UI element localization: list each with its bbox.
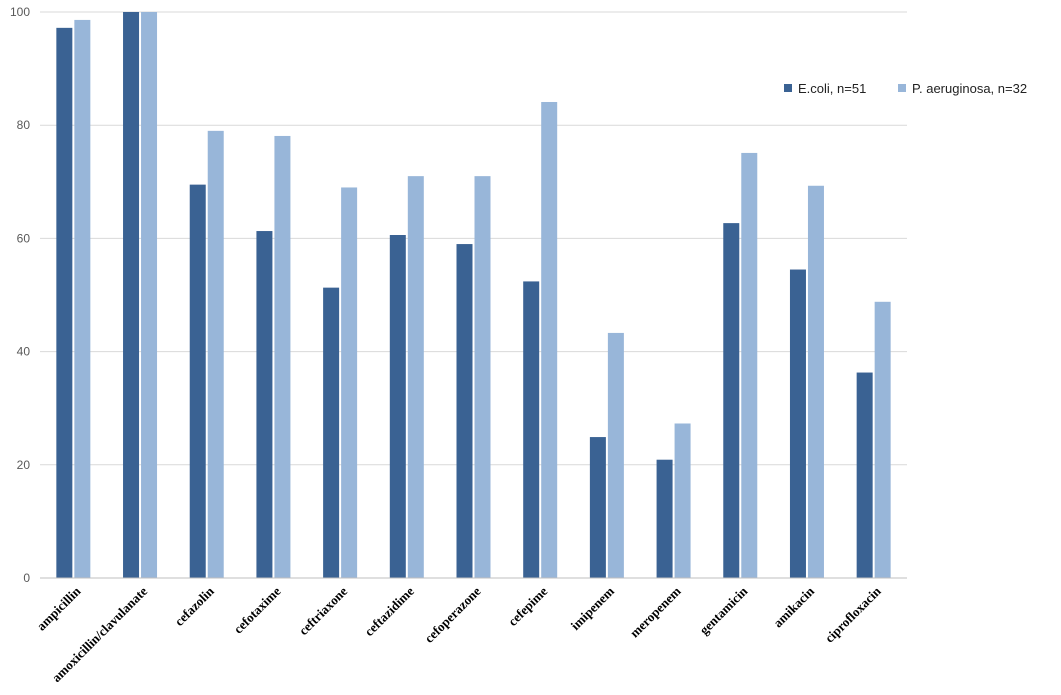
y-tick-label: 0 bbox=[23, 571, 30, 585]
y-axis-tick-labels: 0 20 40 60 80 100 bbox=[10, 5, 30, 585]
gridlines bbox=[40, 11, 907, 466]
bar-imipenem-series-1 bbox=[607, 332, 624, 578]
x-tick-label: cefotaxime bbox=[231, 583, 284, 636]
legend-label-0: E.coli, n=51 bbox=[798, 81, 866, 96]
bar-cefazolin-series-0 bbox=[189, 184, 206, 578]
bar-ciprofloxacin-series-1 bbox=[874, 301, 891, 578]
bar-cefazolin-series-1 bbox=[207, 130, 224, 579]
bar-cefotaxime-series-0 bbox=[256, 231, 273, 579]
bar-cefepime-series-0 bbox=[523, 281, 540, 578]
x-tick-label: cefazolin bbox=[172, 583, 218, 629]
x-tick-label: ceftriaxone bbox=[296, 583, 351, 638]
bar-cefoperazone-series-1 bbox=[474, 176, 491, 578]
legend-label-1: P. aeruginosa, n=32 bbox=[912, 81, 1027, 96]
bar-cefotaxime-series-1 bbox=[274, 135, 291, 579]
bar-imipenem-series-0 bbox=[589, 437, 606, 578]
bar-gentamicin-series-0 bbox=[723, 223, 740, 579]
bar-gentamicin-series-1 bbox=[741, 152, 758, 578]
bar-ceftriaxone-series-0 bbox=[323, 287, 340, 578]
x-tick-label: cefepime bbox=[505, 583, 550, 628]
legend-swatch-0 bbox=[784, 84, 792, 92]
bar-ampicillin-series-0 bbox=[56, 27, 73, 578]
y-tick-label: 80 bbox=[17, 118, 31, 132]
bar-ciprofloxacin-series-0 bbox=[856, 372, 873, 578]
bar-amoxicillin-clavulanate-series-1 bbox=[141, 12, 158, 578]
bar-amoxicillin-clavulanate-series-0 bbox=[123, 12, 140, 578]
x-tick-label: meropenem bbox=[627, 583, 684, 640]
x-tick-label: imipenem bbox=[568, 583, 618, 633]
bar-cefoperazone-series-0 bbox=[456, 244, 473, 578]
x-tick-label: gentamicin bbox=[696, 583, 751, 638]
x-tick-label: amikacin bbox=[770, 583, 817, 630]
x-tick-label: ciprofloxacin bbox=[822, 583, 885, 646]
bar-cefepime-series-1 bbox=[541, 101, 558, 578]
y-tick-label: 20 bbox=[17, 458, 31, 472]
bar-ceftriaxone-series-1 bbox=[341, 187, 358, 578]
bar-ceftazidime-series-0 bbox=[389, 235, 406, 578]
bar-meropenem-series-0 bbox=[656, 459, 673, 578]
y-tick-label: 100 bbox=[10, 5, 30, 19]
y-tick-label: 40 bbox=[17, 345, 31, 359]
bar-amikacin-series-0 bbox=[789, 269, 806, 578]
bar-ceftazidime-series-1 bbox=[407, 176, 424, 578]
x-tick-label: cefoperazone bbox=[421, 583, 483, 645]
x-tick-label: ceftazidime bbox=[361, 583, 417, 639]
bar-amikacin-series-1 bbox=[807, 185, 824, 578]
legend: E.coli, n=51 P. aeruginosa, n=32 bbox=[784, 81, 1027, 96]
legend-swatch-1 bbox=[898, 84, 906, 92]
x-tick-label: ampicillin bbox=[34, 583, 84, 633]
bars bbox=[56, 12, 891, 579]
bar-ampicillin-series-1 bbox=[74, 19, 91, 578]
y-tick-label: 60 bbox=[17, 231, 31, 245]
bar-meropenem-series-1 bbox=[674, 423, 691, 578]
